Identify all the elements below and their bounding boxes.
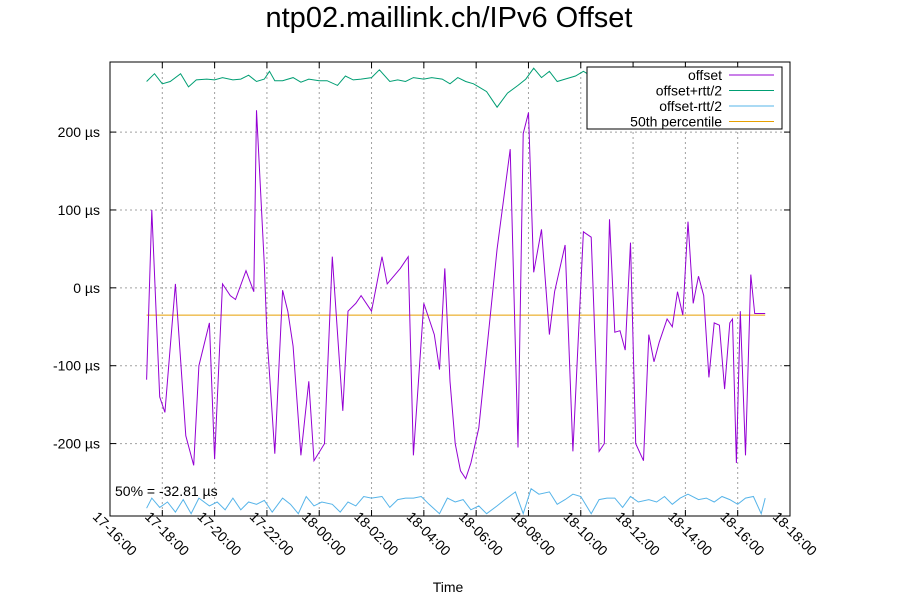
y-tick-label: -100 µs <box>53 358 100 374</box>
series-lines <box>146 67 767 516</box>
legend-box <box>586 66 783 130</box>
x-axis-label: Time <box>433 579 464 595</box>
plot-frame <box>109 61 791 517</box>
legend-label: offset <box>688 67 722 83</box>
legend-label: 50th percentile <box>630 114 722 130</box>
y-tick-label: -200 µs <box>53 436 100 452</box>
x-tick-label: 18-18:00 <box>770 508 821 559</box>
y-tick-label: 200 µs <box>58 124 100 140</box>
chart-title: ntp02.maillink.ch/IPv6 Offset <box>266 2 633 34</box>
legend-label: offset+rtt/2 <box>656 83 722 99</box>
y-tick-label: 0 µs <box>73 280 100 296</box>
offset-minus-rtt-line <box>146 487 766 516</box>
percentile-annotation: 50% = -32.81 µs <box>115 483 218 499</box>
y-tick-label: 100 µs <box>58 202 100 218</box>
offset-line <box>146 110 766 480</box>
legend-label: offset-rtt/2 <box>659 98 722 114</box>
grid <box>110 62 790 516</box>
